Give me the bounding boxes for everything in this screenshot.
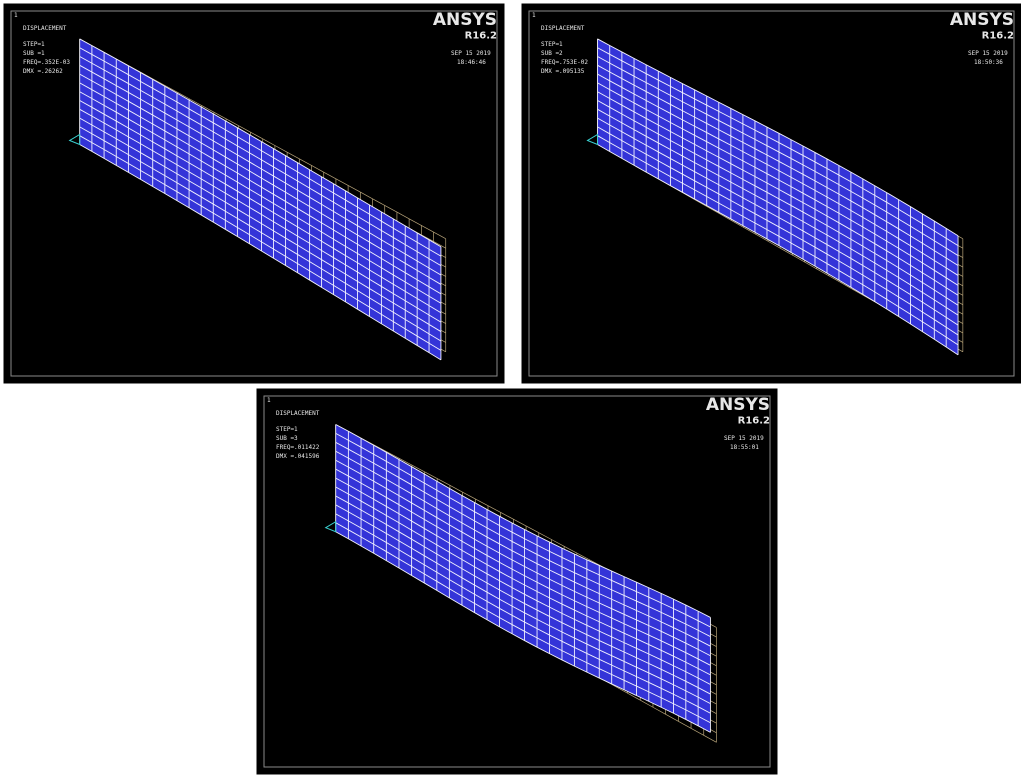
date: SEP 15 2019 [724,435,764,442]
result-sub: SUB =1 [23,50,45,57]
result-dmx: DMX =.26262 [23,68,63,75]
result-dmx: DMX =.041596 [276,453,320,460]
result-step: STEP=1 [276,426,298,433]
screenshot: 1 DISPLACEMENT STEP=1 SUB =1 FREQ=.352E-03 DM… [0,0,1021,775]
version: R16.2 [982,30,1014,41]
version: R16.2 [465,30,497,41]
date: SEP 15 2019 [451,50,491,57]
brand-logo: ANSYS [706,395,770,415]
brand-logo: ANSYS [950,10,1014,30]
result-freq: FREQ=.753E-02 [541,59,588,66]
result-panel: 1 DISPLACEMENT STEP=1 SUB =3 FREQ=.011422 DMX… [258,390,776,773]
result-panel: 1 DISPLACEMENT STEP=1 SUB =2 FREQ=.753E-02 DM… [523,5,1020,382]
result-sub: SUB =2 [541,50,563,57]
result-sub: SUB =3 [276,435,298,442]
corner-number: 1 [14,12,18,19]
result-title: DISPLACEMENT [23,25,67,32]
result-panel: 1 DISPLACEMENT STEP=1 SUB =1 FREQ=.352E-03 DM… [5,5,503,382]
corner-number: 1 [267,397,271,404]
time: 18:50:36 [974,59,1003,66]
time: 18:46:46 [457,59,486,66]
result-title: DISPLACEMENT [541,25,585,32]
result-freq: FREQ=.011422 [276,444,320,451]
result-freq: FREQ=.352E-03 [23,59,70,66]
brand-logo: ANSYS [433,10,497,30]
page: 1 DISPLACEMENT STEP=1 SUB =1 FREQ=.352E-03 DM… [0,0,1021,775]
version: R16.2 [738,415,770,426]
result-title: DISPLACEMENT [276,410,320,417]
result-dmx: DMX =.095135 [541,68,585,75]
date: SEP 15 2019 [968,50,1008,57]
time: 18:55:01 [730,444,759,451]
result-step: STEP=1 [23,41,45,48]
corner-number: 1 [532,12,536,19]
result-step: STEP=1 [541,41,563,48]
